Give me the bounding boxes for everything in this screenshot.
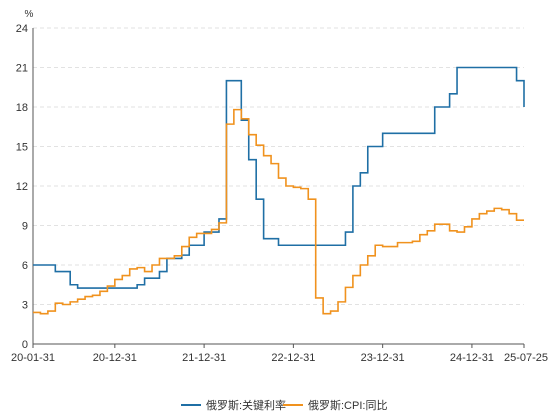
legend[interactable]: 俄罗斯:关键利率 俄罗斯:CPI:同比 — [181, 398, 387, 412]
y-axis-ticks: 0 3 6 9 12 15 18 21 24 — [16, 23, 28, 351]
legend-label: 俄罗斯:CPI:同比 — [308, 399, 387, 412]
y-tick-label: 3 — [22, 300, 28, 312]
y-axis-unit: % — [25, 9, 34, 20]
series-line-1 — [33, 66, 525, 289]
y-tick-label: 15 — [16, 142, 28, 154]
x-tick-label: 22-12-31 — [271, 352, 315, 364]
x-tick-label: 25-07-25 — [504, 352, 548, 364]
series-lines — [33, 66, 525, 315]
legend-label: 俄罗斯:关键利率 — [206, 398, 286, 412]
x-tick-label: 21-12-31 — [182, 352, 226, 364]
legend-item-2[interactable]: 俄罗斯:CPI:同比 — [283, 399, 387, 412]
x-tick-label: 20-01-31 — [11, 352, 55, 364]
y-tick-label: 18 — [16, 102, 28, 114]
legend-item-1[interactable]: 俄罗斯:关键利率 — [181, 398, 286, 412]
y-tick-label: 21 — [16, 63, 28, 75]
y-tick-label: 24 — [16, 23, 28, 35]
y-tick-label: 9 — [22, 221, 28, 233]
x-tick-label: 23-12-31 — [361, 352, 405, 364]
y-tick-label: 12 — [16, 181, 28, 193]
x-tick-label: 24-12-31 — [450, 352, 494, 364]
x-tick-label: 20-12-31 — [93, 352, 137, 364]
y-tick-label: 0 — [22, 339, 28, 351]
y-tick-label: 6 — [22, 260, 28, 272]
x-axis-ticks: 20-01-31 20-12-31 21-12-31 22-12-31 23-12-31… — [11, 344, 548, 364]
series-line-2 — [33, 108, 524, 315]
